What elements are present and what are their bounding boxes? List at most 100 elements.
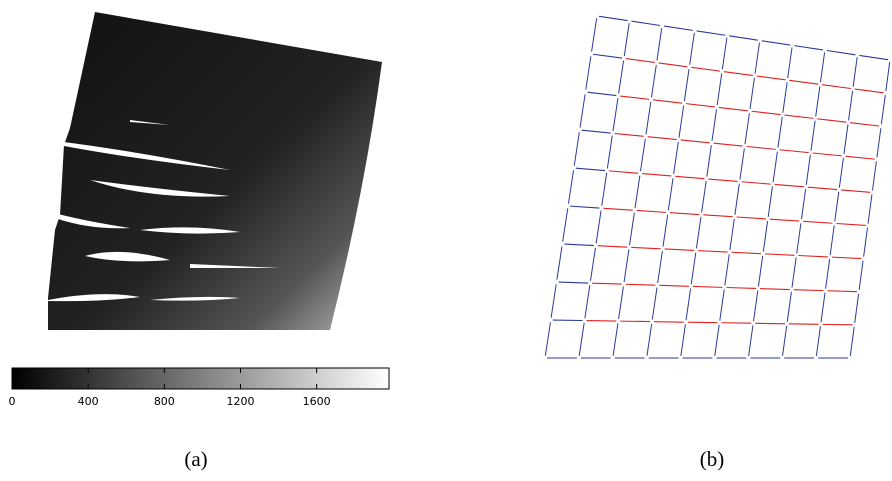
mesh-edge bbox=[664, 248, 695, 251]
mesh-edge bbox=[769, 218, 800, 222]
mesh-edge bbox=[579, 94, 586, 128]
mesh-edge bbox=[719, 289, 725, 321]
mesh-edge bbox=[858, 260, 864, 290]
mesh-edge bbox=[713, 142, 743, 147]
tick-label: 800 bbox=[154, 395, 175, 408]
mesh-edge bbox=[612, 97, 619, 132]
mesh-edge bbox=[819, 52, 826, 83]
mesh-edge bbox=[852, 57, 858, 87]
mesh-edge bbox=[714, 324, 720, 356]
mesh-edge bbox=[558, 281, 589, 284]
mesh-edge bbox=[653, 99, 683, 104]
mesh-edge bbox=[805, 154, 811, 186]
mesh-edge bbox=[731, 251, 762, 255]
mesh-edge bbox=[708, 178, 738, 182]
mesh-edge bbox=[854, 293, 860, 323]
mesh-edge bbox=[642, 173, 672, 177]
mesh-edge bbox=[598, 15, 628, 22]
mesh-edge bbox=[779, 149, 809, 154]
tick-label: 1600 bbox=[303, 395, 331, 408]
mesh-edge bbox=[593, 53, 623, 59]
mesh-edge bbox=[592, 282, 622, 285]
mesh-edge bbox=[817, 118, 847, 123]
mesh-edge bbox=[667, 178, 674, 211]
mesh-edge bbox=[721, 37, 728, 70]
mesh-edge bbox=[636, 209, 667, 213]
mesh-edge bbox=[736, 216, 766, 220]
mesh-edge bbox=[550, 284, 557, 318]
tick-label: 1200 bbox=[226, 395, 254, 408]
mesh-edge bbox=[692, 285, 723, 288]
mesh-edge bbox=[634, 175, 641, 209]
mesh-edge bbox=[753, 290, 759, 322]
mesh-edge bbox=[782, 82, 788, 113]
mesh-edge bbox=[587, 91, 617, 97]
mesh-edge bbox=[784, 114, 814, 119]
mesh-edge bbox=[744, 113, 750, 145]
mesh-edge bbox=[678, 105, 685, 138]
mesh-edge bbox=[812, 152, 842, 157]
mesh-edge bbox=[584, 285, 591, 319]
mesh-edge bbox=[564, 243, 594, 247]
mesh-edge bbox=[614, 132, 644, 137]
mesh-edge bbox=[876, 128, 882, 158]
mesh-edge bbox=[810, 120, 816, 151]
mesh-edge bbox=[575, 167, 606, 172]
mesh-edge bbox=[831, 256, 862, 260]
mesh-edge bbox=[826, 49, 856, 56]
caption: (a) bbox=[184, 447, 207, 471]
mesh-edge bbox=[845, 155, 875, 160]
mesh-edge bbox=[841, 189, 871, 193]
mesh-edge bbox=[843, 124, 849, 155]
mesh-edge bbox=[827, 290, 857, 293]
mesh-edge bbox=[631, 246, 661, 250]
mesh-edge bbox=[848, 90, 854, 121]
mesh-edge bbox=[645, 101, 652, 135]
mesh-edge bbox=[718, 106, 748, 112]
mesh-edge bbox=[787, 47, 793, 79]
mesh-edge bbox=[612, 323, 619, 356]
mesh-edge bbox=[595, 210, 602, 244]
mesh-edge bbox=[796, 223, 802, 254]
mesh-edge bbox=[656, 27, 663, 61]
mesh-edge bbox=[691, 66, 721, 72]
mesh-edge bbox=[748, 325, 754, 356]
mesh-edge bbox=[885, 61, 891, 92]
mesh-edge bbox=[695, 216, 702, 249]
mesh-edge bbox=[829, 225, 835, 256]
mesh-edge bbox=[591, 18, 598, 52]
mesh-edge bbox=[701, 180, 707, 213]
mesh-edge bbox=[601, 172, 608, 206]
mesh-edge bbox=[646, 323, 653, 356]
mesh bbox=[544, 15, 891, 359]
mesh-edge bbox=[689, 32, 695, 65]
mesh-edge bbox=[690, 252, 697, 285]
mesh-edge bbox=[629, 212, 635, 246]
mesh-edge bbox=[825, 258, 831, 289]
mesh-edge bbox=[658, 62, 688, 68]
mesh-edge bbox=[754, 42, 760, 74]
mesh-edge bbox=[777, 116, 783, 148]
mesh-edge bbox=[606, 135, 613, 169]
mesh-edge bbox=[683, 69, 690, 102]
mesh-edge bbox=[757, 255, 764, 287]
mesh-edge bbox=[815, 326, 821, 357]
mesh-edge bbox=[836, 222, 866, 226]
mesh-edge bbox=[589, 247, 596, 281]
mesh-edge bbox=[838, 158, 844, 188]
mesh-edge bbox=[631, 20, 661, 27]
mesh-edge bbox=[696, 30, 726, 36]
mesh-edge bbox=[880, 95, 886, 125]
mesh-edge bbox=[625, 58, 655, 63]
mesh-edge bbox=[723, 71, 753, 77]
mesh-edge bbox=[815, 86, 821, 117]
mesh-edge bbox=[703, 214, 733, 218]
mesh-edge bbox=[751, 110, 781, 116]
mesh-edge bbox=[867, 194, 873, 224]
mesh-edge bbox=[657, 250, 663, 284]
mesh-edge bbox=[581, 129, 611, 134]
mesh-edge bbox=[786, 291, 792, 322]
mesh-edge bbox=[791, 257, 797, 288]
colorbar: 0 400 800 1200 1600 bbox=[9, 367, 390, 408]
mesh-edge bbox=[871, 161, 877, 191]
